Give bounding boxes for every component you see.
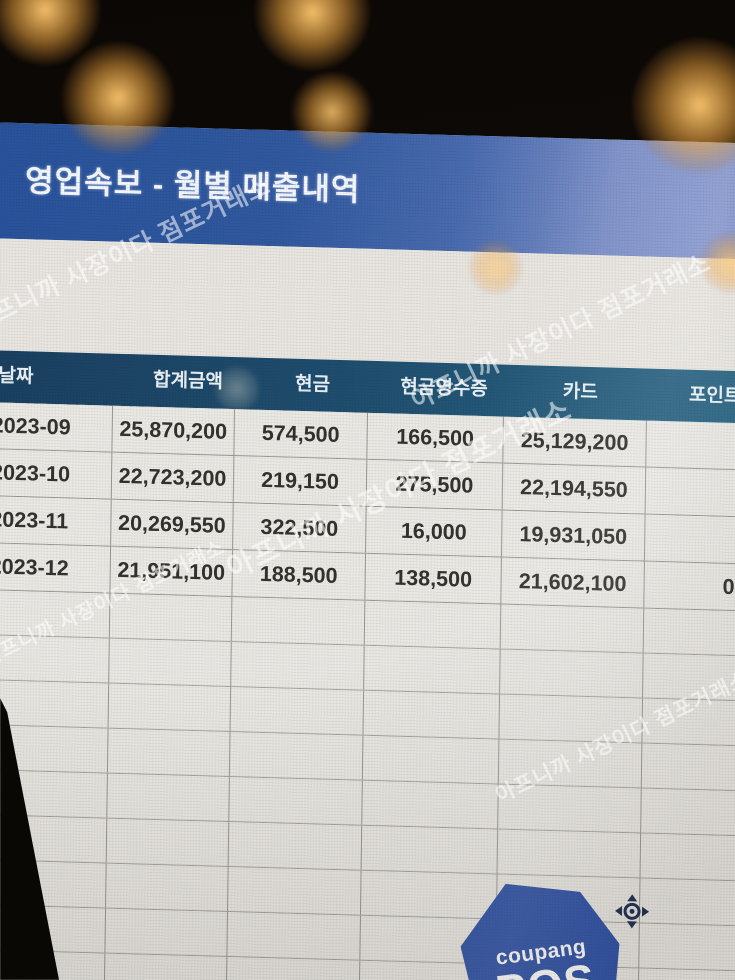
cell-cash: 188,500 [232, 550, 367, 600]
column-header-cash-receipt: 현금영수증 [400, 376, 488, 401]
cell-total: 22,723,200 [111, 452, 235, 503]
pos-screen: 영업속보 - 월별 매출내역 2023-09 [0, 122, 735, 980]
cell-cash-receipt: 275,500 [366, 459, 504, 510]
cell-date: 2023-09 [0, 401, 114, 452]
ceiling-light-glow [255, 0, 370, 70]
ceiling-light-glow [0, 0, 100, 65]
column-header-points: 포인트 [688, 384, 735, 408]
cell-card: 21,602,100 [501, 557, 645, 608]
cell-cash: 322,500 [233, 503, 367, 553]
cell-date: 2023-12 [0, 542, 112, 593]
column-header-cash: 현금 [294, 373, 331, 396]
cell-total: 21,951,100 [110, 546, 234, 597]
cell-points [644, 514, 735, 565]
column-header-total: 합계금액 [152, 369, 224, 393]
column-header-date: 날짜 [0, 365, 34, 388]
move-handle-icon[interactable] [613, 892, 652, 936]
cell-cash: 574,500 [234, 409, 368, 459]
page-title: 영업속보 - 월별 매출내역 [24, 163, 361, 208]
cell-date: 2023-10 [0, 448, 113, 499]
cell-points [646, 420, 735, 471]
cell-cash-receipt: 166,500 [367, 412, 504, 463]
cell-total: 20,269,550 [111, 499, 234, 550]
cell-cash: 219,150 [233, 456, 368, 506]
cell-points: 0 [644, 561, 735, 612]
cell-card: 22,194,550 [502, 463, 647, 514]
cell-card: 25,129,200 [503, 416, 647, 467]
app-header: 영업속보 - 월별 매출내역 [0, 122, 735, 261]
cell-date: 2023-11 [0, 495, 112, 546]
column-header-card: 카드 [562, 381, 598, 404]
cell-card: 19,931,050 [501, 510, 646, 561]
cell-points [645, 467, 735, 518]
cell-total: 25,870,200 [112, 405, 236, 456]
cell-cash-receipt: 138,500 [365, 553, 502, 604]
monthly-sales-table: 날짜 합계금액 현금 현금영수증 카드 포인트 2023-09 25,870,2… [0, 349, 735, 980]
toolbar: 2023-09 2023-12 [0, 237, 735, 484]
cell-cash-receipt: 16,000 [366, 506, 503, 557]
